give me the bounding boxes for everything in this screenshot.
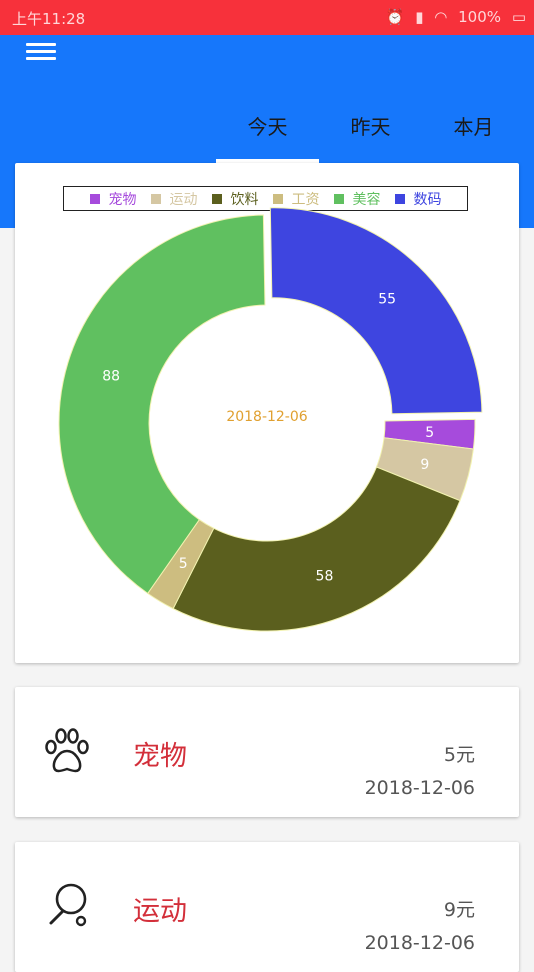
record-card[interactable]: 运动 9元 2018-12-06 xyxy=(15,842,519,972)
legend-item: 美容 xyxy=(333,189,381,209)
chart-legend: 宠物 运动 饮料 工资 美容 数码 xyxy=(63,186,468,211)
legend-swatch xyxy=(211,193,222,204)
tab-month[interactable]: 本月 xyxy=(453,115,494,139)
legend-label: 美容 xyxy=(352,191,381,208)
record-date: 2018-12-06 xyxy=(364,932,475,954)
record-amount: 5元 xyxy=(443,744,475,766)
status-icons: ⏰ ▮ ◠ 100% ▭ xyxy=(380,8,526,26)
chart-card: 宠物 运动 饮料 工资 美容 数码 5 9 58 5 88 55 2018-12-06 xyxy=(15,163,519,663)
legend-swatch xyxy=(333,193,344,204)
tab-today[interactable]: 今天 xyxy=(216,105,319,163)
legend-swatch xyxy=(272,193,283,204)
donut-slice[interactable] xyxy=(58,214,266,595)
legend-label: 数码 xyxy=(413,191,442,208)
slice-value-label: 9 xyxy=(420,457,429,473)
legend-swatch xyxy=(150,193,161,204)
menu-icon[interactable] xyxy=(26,39,56,65)
tab-bar: 今天 昨天 本月 xyxy=(216,105,534,163)
legend-item: 宠物 xyxy=(89,189,137,209)
slice-value-label: 55 xyxy=(378,292,396,308)
record-card[interactable]: 宠物 5元 2018-12-06 xyxy=(15,687,519,817)
record-name: 运动 xyxy=(133,896,187,927)
battery-level: 100% xyxy=(458,8,502,26)
legend-item: 工资 xyxy=(272,189,320,209)
legend-item: 运动 xyxy=(150,189,198,209)
app-bar: 今天 昨天 本月 xyxy=(0,35,534,163)
record-name: 宠物 xyxy=(133,741,187,772)
donut-slice[interactable] xyxy=(172,466,461,632)
slice-value-label: 88 xyxy=(102,368,120,384)
wifi-icon: ◠ xyxy=(434,8,448,26)
signal-icon: ▮ xyxy=(415,8,424,26)
donut-center-label: 2018-12-06 xyxy=(226,409,307,425)
legend-label: 饮料 xyxy=(230,191,259,208)
legend-item: 数码 xyxy=(394,189,442,209)
legend-swatch xyxy=(394,193,405,204)
battery-icon: ▭ xyxy=(511,8,526,26)
donut-chart: 5 9 58 5 88 55 2018-12-06 xyxy=(58,207,483,632)
alarm-icon: ⏰ xyxy=(385,8,405,26)
paw-icon xyxy=(45,728,89,773)
status-time: 上午11:28 xyxy=(12,10,86,28)
slice-value-label: 58 xyxy=(316,569,334,585)
slice-value-label: 5 xyxy=(179,556,188,572)
record-date: 2018-12-06 xyxy=(364,777,475,799)
legend-swatch xyxy=(89,193,100,204)
legend-item: 饮料 xyxy=(211,189,259,209)
racket-icon xyxy=(49,883,87,927)
donut-slice[interactable] xyxy=(269,207,483,415)
legend-label: 宠物 xyxy=(108,191,137,208)
legend-label: 工资 xyxy=(291,191,320,208)
status-bar: 上午11:28 ⏰ ▮ ◠ 100% ▭ xyxy=(0,0,534,35)
legend-label: 运动 xyxy=(169,191,198,208)
record-amount: 9元 xyxy=(443,899,475,921)
tab-yesterday[interactable]: 昨天 xyxy=(350,115,391,139)
slice-value-label: 5 xyxy=(425,425,434,441)
